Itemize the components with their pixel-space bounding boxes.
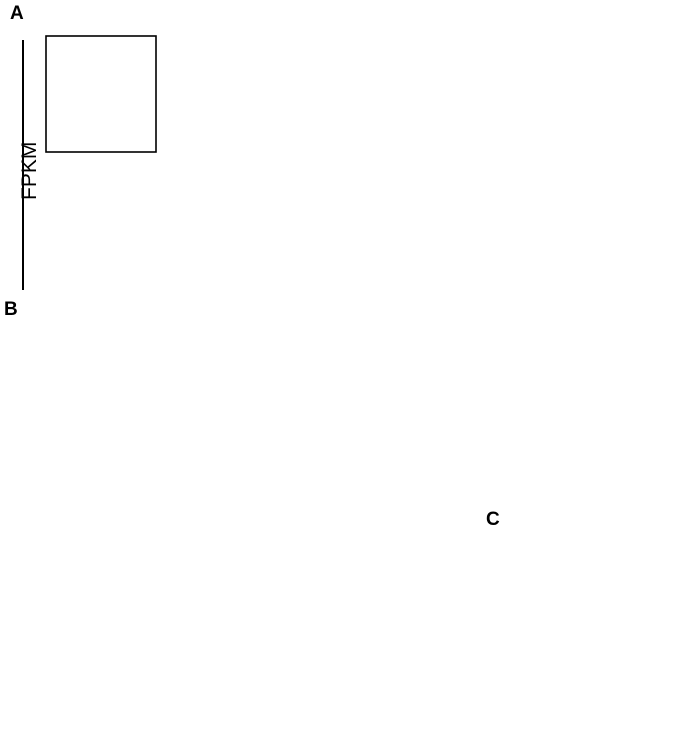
panel-a-bar-chart — [292, 152, 694, 300]
boxplot-sirt1 — [45, 35, 157, 153]
panel-a-label: A — [10, 3, 24, 24]
panel-c-chart — [484, 528, 699, 673]
panel-a-axis-spine — [22, 40, 24, 290]
panel-c-label: C — [486, 509, 500, 530]
panel-a-boxplots — [0, 0, 699, 300]
panel-b-column-headers — [0, 300, 490, 320]
panel-c-western-blots — [484, 670, 699, 754]
panel-b-image-grid — [0, 318, 480, 754]
panel-b-chart — [484, 322, 699, 507]
panel-b-label: B — [4, 299, 18, 320]
